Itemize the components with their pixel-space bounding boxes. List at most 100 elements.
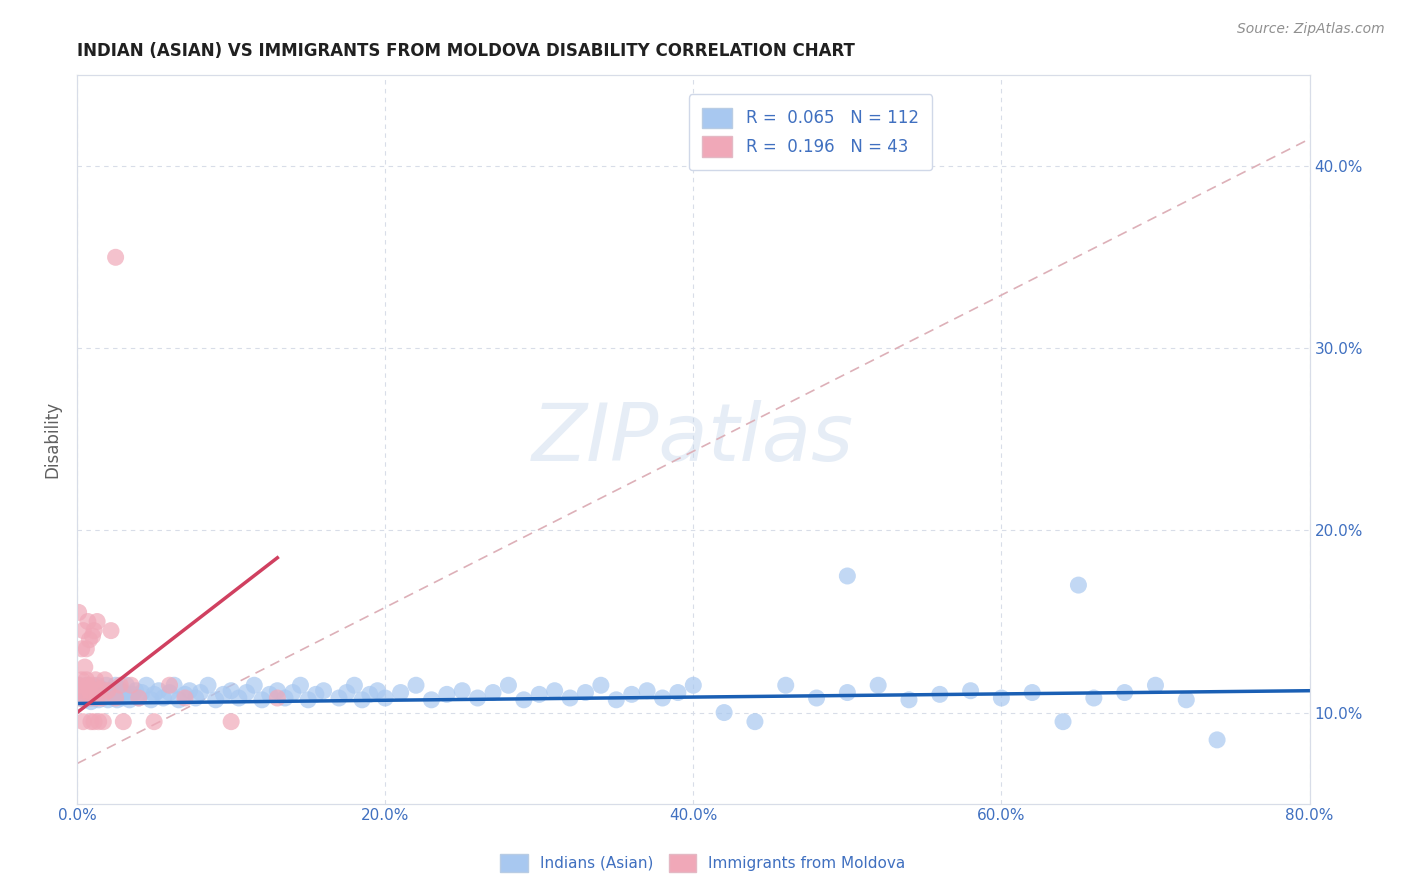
Point	[75, 673, 97, 687]
Point	[97, 683, 120, 698]
Point	[84, 683, 107, 698]
Point	[91, 714, 114, 729]
Point	[163, 678, 186, 692]
Point	[112, 685, 135, 699]
Point	[83, 624, 105, 638]
Point	[1206, 732, 1229, 747]
Point	[79, 683, 101, 698]
Point	[359, 687, 381, 701]
Point	[89, 687, 111, 701]
Point	[250, 693, 273, 707]
Point	[1175, 693, 1198, 707]
Point	[806, 691, 828, 706]
Point	[90, 691, 112, 706]
Point	[86, 615, 108, 629]
Point	[312, 683, 335, 698]
Point	[174, 687, 197, 701]
Point	[235, 685, 257, 699]
Text: INDIAN (ASIAN) VS IMMIGRANTS FROM MOLDOVA DISABILITY CORRELATION CHART: INDIAN (ASIAN) VS IMMIGRANTS FROM MOLDOV…	[77, 42, 855, 60]
Point	[100, 683, 122, 698]
Point	[80, 714, 103, 729]
Point	[775, 678, 797, 692]
Point	[212, 687, 235, 701]
Point	[75, 641, 97, 656]
Point	[451, 683, 474, 698]
Point	[167, 693, 190, 707]
Point	[70, 641, 93, 656]
Point	[366, 683, 388, 698]
Point	[73, 687, 96, 701]
Point	[1144, 678, 1167, 692]
Point	[118, 693, 141, 707]
Point	[148, 683, 170, 698]
Point	[110, 681, 132, 696]
Point	[124, 683, 146, 698]
Point	[204, 693, 226, 707]
Point	[94, 673, 117, 687]
Point	[91, 691, 114, 706]
Point	[1021, 685, 1043, 699]
Point	[131, 685, 153, 699]
Point	[72, 624, 94, 638]
Point	[104, 678, 127, 692]
Point	[84, 689, 107, 703]
Text: ZIPatlas: ZIPatlas	[533, 401, 855, 478]
Point	[605, 693, 627, 707]
Point	[1067, 578, 1090, 592]
Point	[79, 632, 101, 647]
Point	[82, 691, 104, 706]
Point	[1114, 685, 1136, 699]
Point	[558, 691, 581, 706]
Point	[744, 714, 766, 729]
Point	[574, 685, 596, 699]
Point	[128, 691, 150, 706]
Point	[682, 678, 704, 692]
Point	[1052, 714, 1074, 729]
Point	[128, 691, 150, 706]
Point	[197, 678, 219, 692]
Point	[94, 685, 117, 699]
Point	[305, 687, 328, 701]
Point	[651, 691, 673, 706]
Point	[336, 685, 359, 699]
Point	[82, 680, 104, 694]
Point	[67, 678, 90, 692]
Point	[529, 687, 551, 701]
Point	[259, 687, 281, 701]
Point	[70, 673, 93, 687]
Point	[498, 678, 520, 692]
Point	[135, 678, 157, 692]
Point	[82, 629, 104, 643]
Point	[184, 691, 207, 706]
Point	[77, 689, 100, 703]
Point	[420, 693, 443, 707]
Point	[98, 687, 121, 701]
Point	[89, 681, 111, 696]
Point	[84, 673, 107, 687]
Point	[959, 683, 981, 698]
Point	[69, 691, 91, 706]
Point	[67, 606, 90, 620]
Point	[67, 678, 90, 692]
Point	[281, 685, 304, 699]
Point	[467, 691, 489, 706]
Point	[87, 693, 110, 707]
Point	[86, 678, 108, 692]
Point	[96, 678, 118, 692]
Point	[713, 706, 735, 720]
Point	[1083, 691, 1105, 706]
Point	[80, 691, 103, 706]
Point	[188, 685, 211, 699]
Point	[101, 691, 124, 706]
Point	[405, 678, 427, 692]
Point	[143, 687, 166, 701]
Legend: Indians (Asian), Immigrants from Moldova: Indians (Asian), Immigrants from Moldova	[492, 846, 914, 880]
Point	[72, 714, 94, 729]
Point	[104, 691, 127, 706]
Point	[228, 691, 250, 706]
Point	[77, 678, 100, 692]
Point	[83, 714, 105, 729]
Point	[274, 691, 297, 706]
Point	[121, 687, 143, 701]
Point	[80, 695, 103, 709]
